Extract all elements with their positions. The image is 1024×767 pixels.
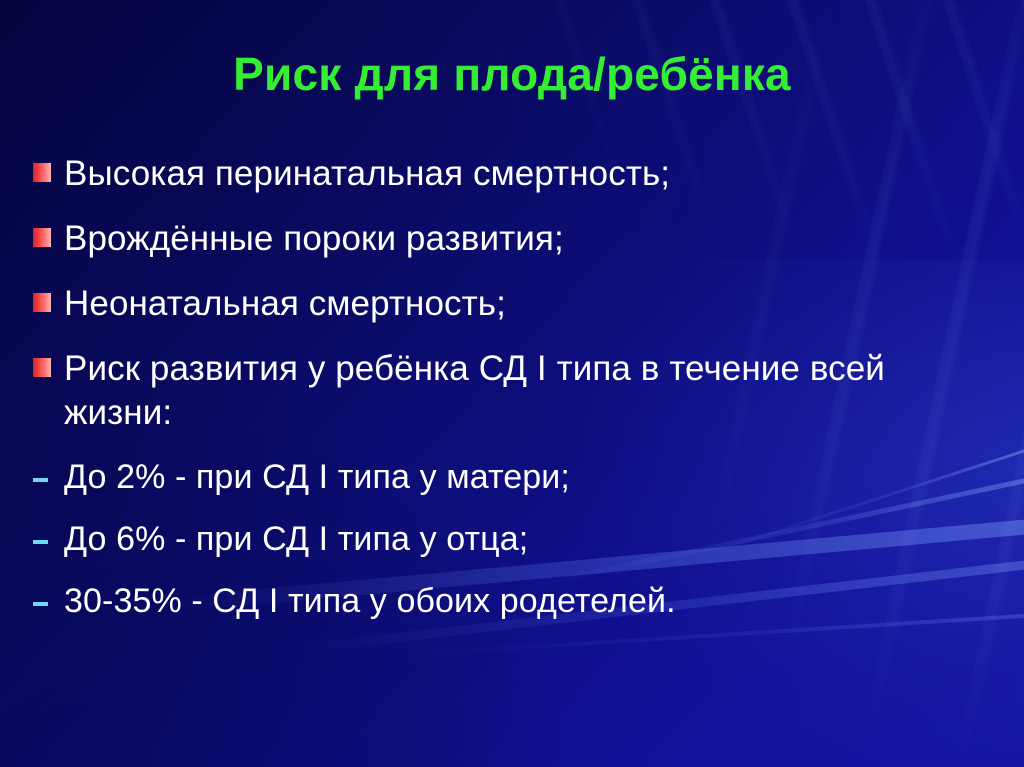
list-item: 30-35% - СД I типа у обоих родетелей. <box>0 580 1024 623</box>
dash-marker-icon <box>33 602 48 607</box>
list-item-label: До 2% - при СД I типа у матери; <box>64 458 570 497</box>
bullet-list: Высокая перинатальная смертность; Врождё… <box>0 152 1024 642</box>
square-marker-icon <box>33 358 51 378</box>
list-item-label: Неонатальная смертность; <box>64 284 506 324</box>
list-item-label: 30-35% - СД I типа у обоих родетелей. <box>64 582 676 621</box>
list-item: До 6% - при СД I типа у отца; <box>0 518 1024 561</box>
list-item-label: Врождённые пороки развития; <box>64 219 564 259</box>
dash-marker-icon <box>33 540 48 545</box>
list-item: Риск развития у ребёнка СД I типа в тече… <box>0 347 1024 435</box>
square-marker-icon <box>33 228 51 248</box>
square-marker-icon <box>33 163 51 182</box>
list-item-label: Риск развития у ребёнка СД I типа в тече… <box>64 349 885 433</box>
list-item: До 2% - при СД I типа у матери; <box>0 456 1024 499</box>
list-item-label: Высокая перинатальная смертность; <box>64 154 671 193</box>
dash-marker-icon <box>33 478 48 483</box>
list-item-label: До 6% - при СД I типа у отца; <box>64 520 529 559</box>
square-marker-icon <box>33 293 51 313</box>
list-item: Неонатальная смертность; <box>0 282 1024 326</box>
slide-title: Риск для плода/ребёнка <box>233 48 791 100</box>
list-item: Врождённые пороки развития; <box>0 217 1024 261</box>
list-item: Высокая перинатальная смертность; <box>0 152 1024 196</box>
